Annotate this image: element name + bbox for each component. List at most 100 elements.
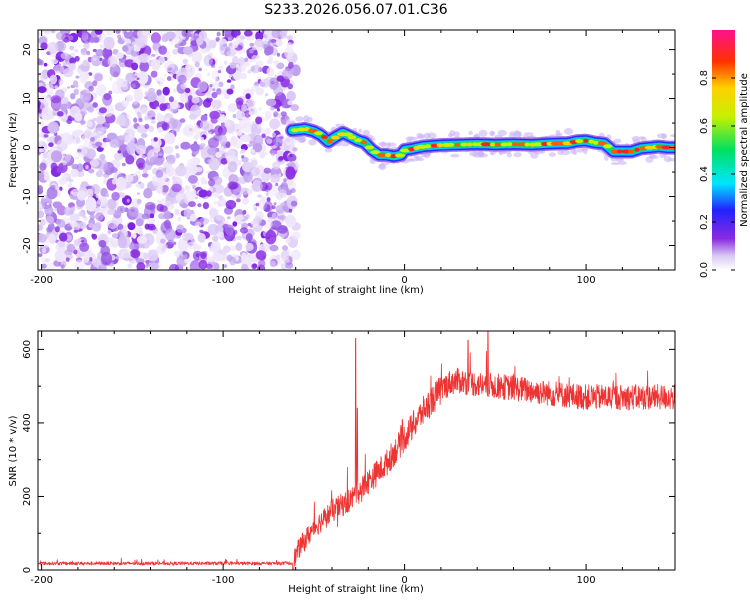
carrier-peak bbox=[400, 148, 410, 153]
noise-blob bbox=[278, 189, 287, 198]
carrier-halo bbox=[324, 148, 333, 153]
noise-blob bbox=[109, 76, 113, 81]
noise-blob bbox=[227, 181, 238, 190]
noise-blob bbox=[198, 30, 208, 40]
noise-blob bbox=[207, 223, 219, 236]
noise-blob bbox=[242, 88, 254, 98]
noise-blob bbox=[266, 66, 275, 77]
noise-blob bbox=[231, 40, 239, 49]
carrier-halo bbox=[522, 134, 529, 138]
noise-blob bbox=[214, 219, 219, 223]
noise-blob bbox=[253, 207, 258, 212]
noise-blob bbox=[78, 211, 84, 217]
noise-blob bbox=[183, 208, 192, 218]
noise-blob bbox=[275, 254, 281, 260]
noise-blob bbox=[40, 42, 48, 50]
noise-blob bbox=[226, 216, 231, 220]
noise-blob bbox=[183, 123, 195, 138]
colorbar-tick-label: 0.4 bbox=[699, 166, 710, 182]
noise-blob bbox=[241, 104, 247, 112]
noise-blob bbox=[264, 93, 269, 97]
snr-series-line bbox=[38, 331, 675, 570]
carrier-peak bbox=[628, 149, 635, 154]
noise-blob bbox=[151, 116, 156, 120]
noise-blob bbox=[257, 264, 266, 270]
noise-blob bbox=[41, 247, 47, 254]
noise-blob bbox=[218, 66, 224, 71]
noise-blob bbox=[161, 122, 170, 131]
carrier-halo bbox=[408, 158, 418, 162]
noise-blob bbox=[249, 166, 260, 177]
carrier-halo bbox=[423, 132, 431, 139]
noise-blob bbox=[287, 178, 294, 186]
noise-blob bbox=[159, 205, 168, 213]
noise-blob bbox=[121, 99, 129, 108]
carrier-halo bbox=[335, 123, 342, 128]
noise-blob bbox=[229, 62, 237, 69]
noise-blob bbox=[39, 148, 44, 153]
noise-blob bbox=[228, 245, 237, 252]
noise-blob bbox=[224, 60, 228, 65]
noise-blob bbox=[237, 125, 243, 130]
noise-blob bbox=[85, 165, 89, 170]
noise-blob bbox=[247, 69, 252, 74]
noise-blob bbox=[125, 114, 131, 119]
noise-blob bbox=[286, 35, 293, 41]
noise-blob bbox=[54, 226, 60, 233]
noise-blob bbox=[95, 49, 105, 57]
noise-blob bbox=[227, 103, 238, 113]
noise-blob bbox=[241, 263, 249, 270]
noise-blob bbox=[75, 84, 79, 88]
noise-blob bbox=[260, 196, 267, 203]
noise-blob bbox=[238, 64, 247, 73]
noise-blob bbox=[137, 162, 146, 170]
carrier-halo bbox=[385, 142, 391, 149]
noise-blob bbox=[143, 252, 150, 260]
noise-blob bbox=[159, 103, 167, 111]
noise-blob bbox=[163, 73, 167, 77]
noise-blob bbox=[80, 120, 86, 125]
noise-blob bbox=[48, 179, 52, 183]
snr-panel: -200 -100 0 100 0 200 400 600 Height of straigh… bbox=[8, 330, 676, 595]
noise-blob bbox=[215, 37, 220, 42]
noise-blob bbox=[58, 78, 64, 85]
noise-blob bbox=[123, 30, 134, 40]
noise-blob bbox=[46, 202, 50, 205]
noise-blob bbox=[203, 54, 213, 67]
noise-blob bbox=[284, 47, 295, 59]
noise-blob bbox=[39, 120, 45, 127]
noise-blob bbox=[151, 59, 161, 71]
noise-blob bbox=[244, 57, 249, 62]
noise-blob bbox=[75, 75, 80, 79]
noise-blob bbox=[47, 123, 59, 133]
noise-blob bbox=[247, 189, 252, 195]
noise-blob bbox=[285, 238, 292, 244]
noise-blob bbox=[230, 84, 235, 90]
snr-frame bbox=[37, 330, 676, 571]
noise-blob bbox=[177, 217, 182, 222]
noise-blob bbox=[207, 147, 219, 156]
noise-blob bbox=[56, 219, 66, 228]
carrier-halo bbox=[450, 153, 460, 158]
carrier-halo bbox=[469, 151, 479, 157]
noise-blob bbox=[180, 141, 191, 150]
noise-blob bbox=[226, 254, 233, 262]
noise-blob bbox=[69, 213, 80, 222]
y-tick-label: 0 bbox=[22, 567, 33, 573]
noise-blob bbox=[88, 168, 95, 174]
noise-blob bbox=[120, 250, 131, 259]
noise-blob bbox=[241, 123, 252, 133]
noise-blob bbox=[172, 30, 184, 44]
noise-blob bbox=[135, 218, 144, 227]
noise-blob bbox=[144, 123, 150, 129]
noise-blob bbox=[207, 72, 211, 76]
noise-blob bbox=[50, 95, 62, 104]
carrier-halo bbox=[604, 154, 609, 161]
noise-blob bbox=[38, 210, 45, 219]
spectrogram-carrier bbox=[285, 115, 675, 171]
noise-blob bbox=[66, 243, 76, 253]
carrier-peak bbox=[454, 142, 460, 147]
carrier-peak bbox=[490, 142, 496, 147]
noise-blob bbox=[213, 183, 224, 194]
noise-blob bbox=[60, 236, 65, 241]
